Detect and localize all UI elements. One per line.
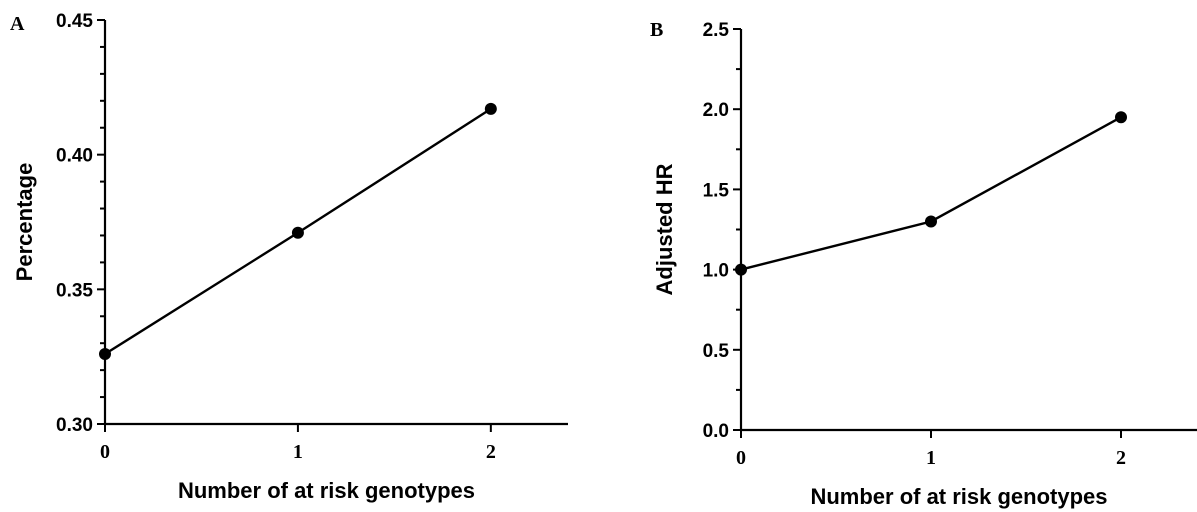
panel-b-x-tick-label: 1 — [926, 447, 936, 469]
panel-a-letter: A — [10, 13, 25, 35]
panel-a-x-tick-label: 2 — [486, 441, 496, 463]
panel-b-data-point — [1115, 111, 1127, 124]
panel-b-x-tick-label: 0 — [736, 447, 746, 469]
panel-a-y-tick-label: 0.35 — [56, 280, 93, 301]
panel-b-data-point — [925, 215, 937, 228]
panel-a-y-tick-label: 0.30 — [56, 415, 93, 436]
panel-a-x-tick-label: 1 — [293, 441, 303, 463]
panel-b-y-tick-label: 0.0 — [703, 421, 729, 442]
panel-b-y-tick-label: 2.5 — [703, 20, 730, 41]
panel-a-y-tick-label: 0.40 — [56, 146, 93, 167]
panel-b-x-tick-label: 2 — [1116, 447, 1126, 469]
panel-b-x-axis-title: Number of at risk genotypes — [810, 484, 1107, 509]
panel-b-y-tick-label: 2.0 — [703, 100, 729, 121]
panel-b-letter: B — [650, 19, 663, 41]
panel-b-data-point — [735, 263, 747, 276]
panel-a-x-axis-title: Number of at risk genotypes — [178, 478, 475, 503]
panel-b-y-tick-label: 1.5 — [703, 180, 730, 201]
panel-a-x-tick-label: 0 — [100, 441, 110, 463]
panel-b-y-axis-title: Adjusted HR — [652, 163, 677, 295]
chart-panel-b: B 0.0 0.5 1.0 1.5 2.0 2.5 0 1 2 Number of at risk… — [650, 19, 1197, 509]
panel-a-data-point — [484, 102, 497, 115]
panel-b-series-line — [740, 116, 1122, 271]
panel-b-y-tick-label: 0.5 — [703, 341, 730, 362]
panel-a-data-point — [291, 226, 304, 239]
chart-panel-a: A 0.30 0.35 0.40 0.45 0 1 2 Number of at risk g… — [10, 11, 568, 503]
panel-a-y-tick-label: 0.45 — [56, 11, 93, 32]
panel-a-data-point — [99, 347, 111, 360]
panel-b-y-tick-label: 1.0 — [703, 261, 729, 282]
panel-a-y-axis-title: Percentage — [12, 163, 37, 282]
